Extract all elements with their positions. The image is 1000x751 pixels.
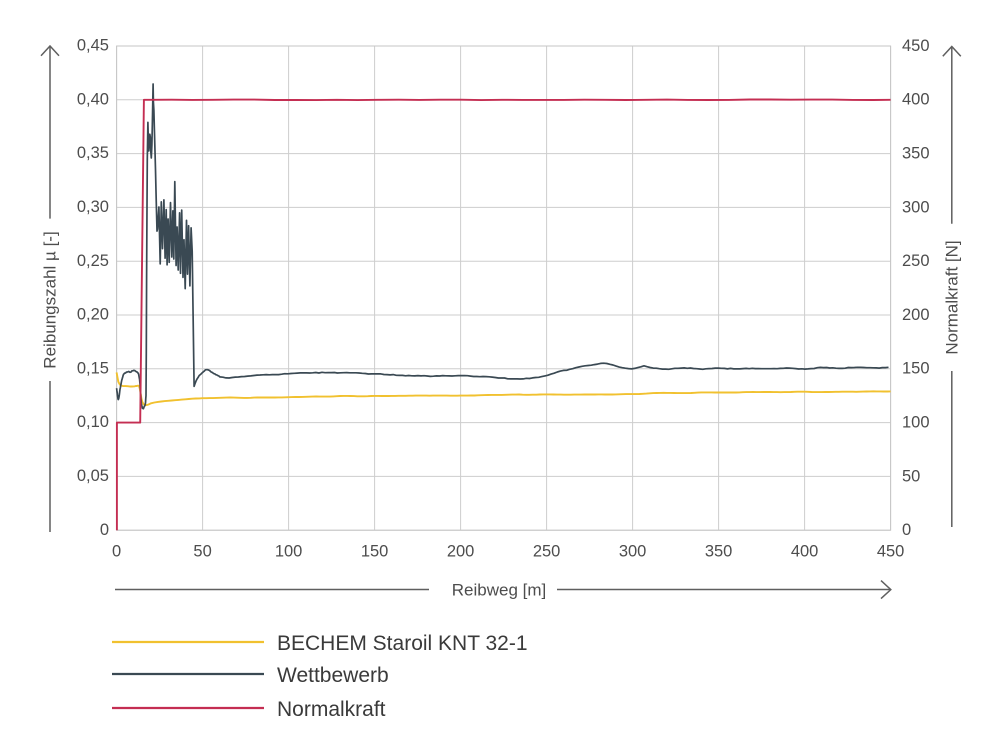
svg-text:150: 150: [902, 360, 930, 378]
svg-text:400: 400: [791, 543, 819, 561]
svg-text:Reibweg [m]: Reibweg [m]: [452, 581, 546, 600]
svg-text:300: 300: [902, 198, 930, 216]
svg-text:300: 300: [619, 543, 647, 561]
svg-text:250: 250: [533, 543, 561, 561]
svg-text:0,40: 0,40: [77, 90, 109, 108]
svg-text:BECHEM Staroil KNT 32-1: BECHEM Staroil KNT 32-1: [277, 632, 528, 655]
svg-text:450: 450: [902, 37, 930, 55]
svg-text:0,30: 0,30: [77, 198, 109, 216]
svg-text:100: 100: [902, 414, 930, 432]
svg-text:0: 0: [100, 521, 109, 539]
svg-text:0: 0: [902, 521, 911, 539]
svg-text:350: 350: [705, 543, 733, 561]
svg-text:150: 150: [361, 543, 389, 561]
svg-text:200: 200: [902, 306, 930, 324]
svg-text:Wettbewerb: Wettbewerb: [277, 664, 389, 687]
svg-text:0,05: 0,05: [77, 467, 109, 485]
svg-text:Reibungszahl µ [-]: Reibungszahl µ [-]: [41, 231, 60, 368]
svg-text:400: 400: [902, 91, 930, 109]
svg-text:450: 450: [877, 543, 905, 561]
svg-text:50: 50: [902, 467, 920, 485]
svg-text:Normalkraft [N]: Normalkraft [N]: [942, 240, 961, 354]
svg-text:Normalkraft: Normalkraft: [277, 698, 386, 721]
svg-text:0,20: 0,20: [77, 306, 109, 324]
svg-text:0: 0: [112, 543, 121, 561]
svg-text:50: 50: [193, 543, 211, 561]
svg-text:0,15: 0,15: [77, 359, 109, 377]
svg-text:0,25: 0,25: [77, 252, 109, 270]
svg-text:350: 350: [902, 145, 930, 163]
svg-text:0,35: 0,35: [77, 144, 109, 162]
svg-text:100: 100: [275, 543, 303, 561]
svg-text:0,10: 0,10: [77, 413, 109, 431]
svg-text:250: 250: [902, 252, 930, 270]
svg-text:0,45: 0,45: [77, 37, 109, 55]
svg-text:200: 200: [447, 543, 475, 561]
